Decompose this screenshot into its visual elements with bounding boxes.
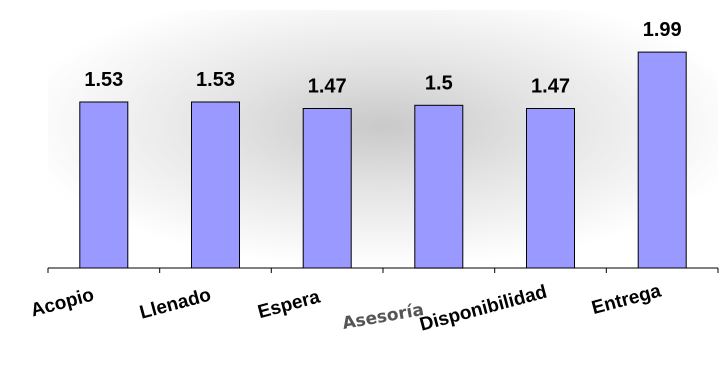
category-label: Acopio (29, 285, 97, 322)
value-labels-group: 1.53 1.53 1.47 1.5 1.47 1.99 (84, 19, 681, 97)
category-label: Espera (256, 286, 323, 323)
value-label: 1.47 (308, 76, 347, 98)
value-label: 1.47 (531, 76, 570, 98)
x-axis (47, 267, 719, 273)
value-label: 1.53 (196, 69, 235, 91)
category-label: Entrega (590, 280, 664, 319)
value-label: 1.99 (643, 19, 682, 41)
category-label-box (323, 288, 443, 344)
bar-disponibilidad (526, 108, 575, 269)
value-label: 1.5 (425, 72, 453, 94)
bar-espera (302, 108, 352, 269)
bar-acopio (79, 101, 129, 269)
category-label: Llenado (137, 285, 213, 324)
plot-area-background (48, 10, 718, 268)
bar-llenado (191, 101, 240, 269)
bar-asesoría (414, 104, 464, 269)
bar-entrega (637, 51, 687, 269)
bars-group (79, 51, 687, 269)
category-labels-group: Acopio Llenado Espera AsesoríaDisponibilida… (29, 280, 664, 344)
value-label: 1.53 (84, 69, 123, 91)
category-label-boxed: Asesoría (323, 288, 443, 344)
